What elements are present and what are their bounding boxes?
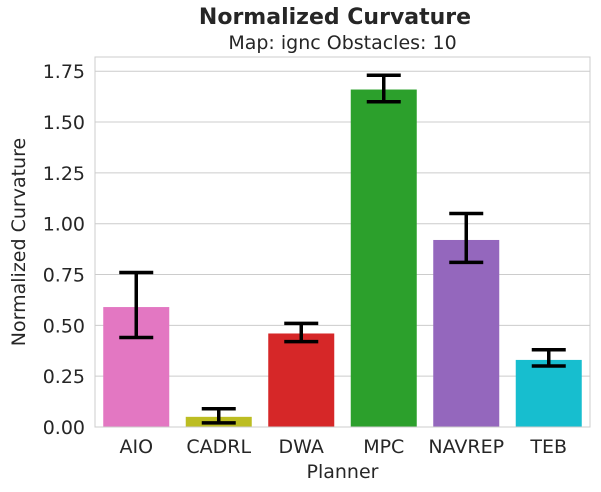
x-axis-label: Planner [307,461,379,483]
y-tick-label: 1.50 [43,112,85,134]
y-tick-label: 0.25 [43,366,85,388]
y-tick-label: 0.00 [43,417,85,439]
bar [515,359,582,427]
y-tick-label: 1.00 [43,214,85,236]
error-bars [119,73,566,425]
y-tick-label: 0.50 [43,315,85,337]
y-tick-label: 1.75 [43,61,85,83]
bar [350,89,417,428]
chart-subtitle: Map: ignc Obstacles: 10 [228,32,457,54]
x-tick-label: NAVREP [428,436,504,458]
x-tick-labels: AIO CADRL DWA MPC NAVREP TEB [119,436,567,458]
y-tick-labels: 0.00 0.25 0.50 0.75 1.00 1.25 1.50 1.75 [43,61,85,439]
x-tick-label: CADRL [186,436,251,458]
x-tick-label: AIO [119,436,153,458]
x-tick-label: TEB [529,436,567,458]
chart-title: Normalized Curvature [198,5,472,30]
x-tick-label: MPC [363,436,404,458]
y-tick-label: 0.75 [43,265,85,287]
x-tick-label: DWA [279,436,324,458]
bar [433,239,500,427]
plot-frame [94,56,591,428]
y-tick-label: 1.25 [43,163,85,185]
y-axis-label: Normalized Curvature [8,138,30,346]
bar [268,333,335,427]
